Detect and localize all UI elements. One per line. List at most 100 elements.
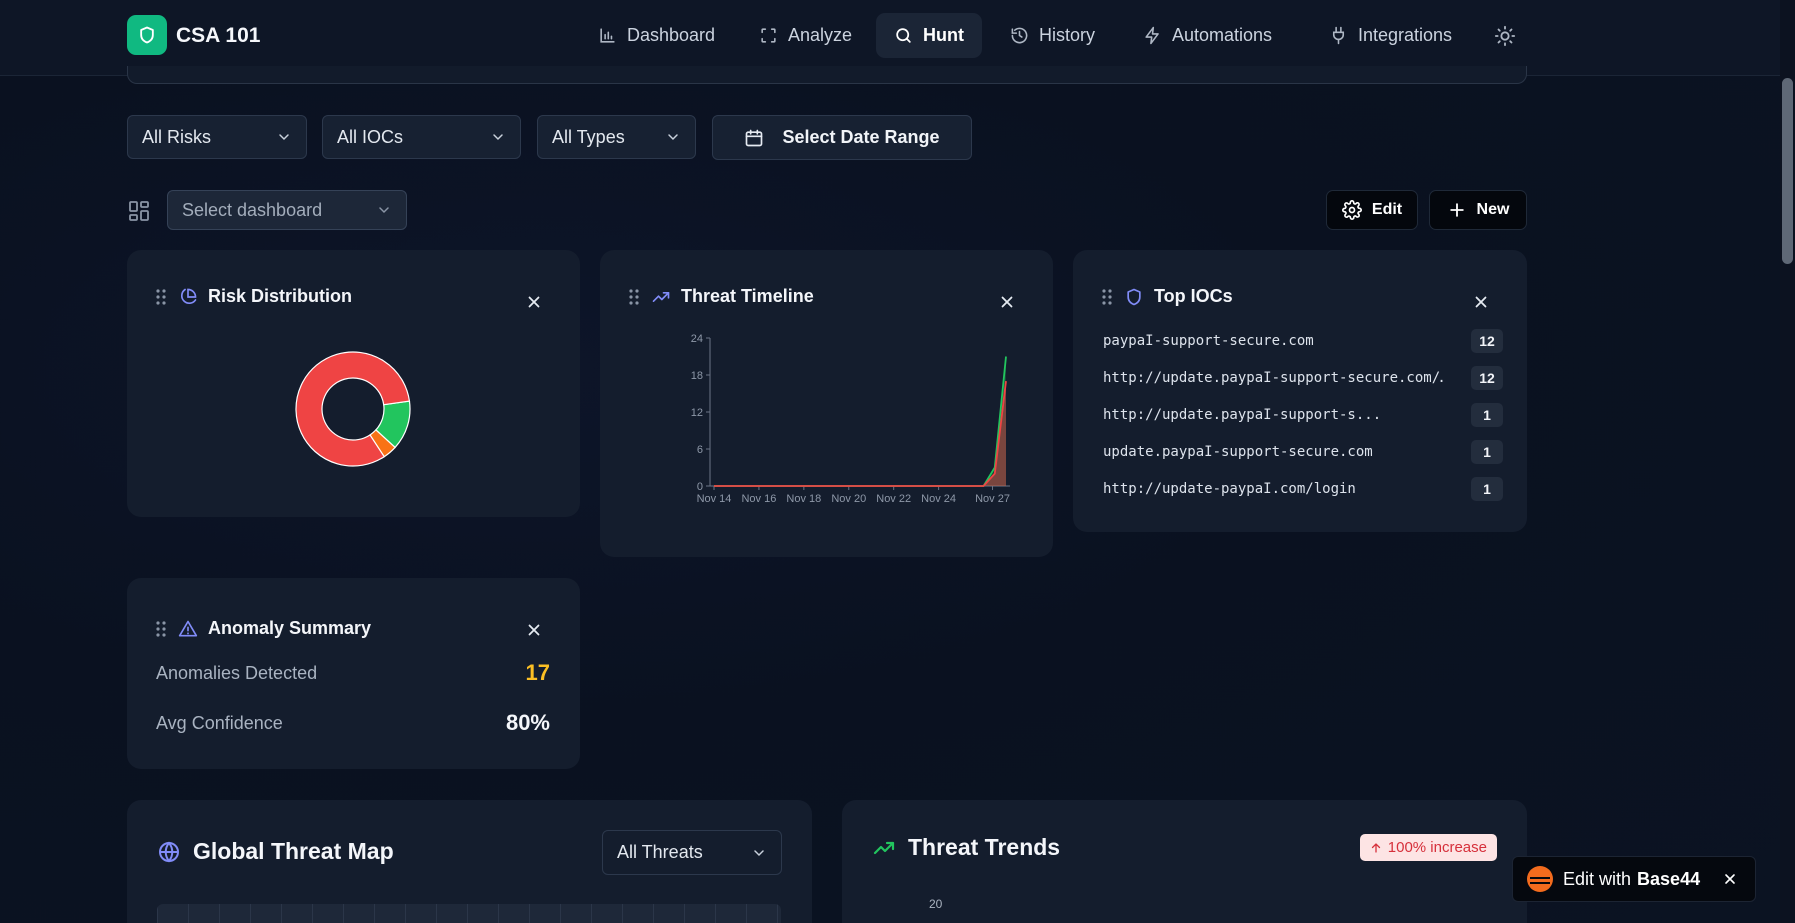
drag-handle-icon[interactable]	[154, 288, 168, 306]
threat-map-grid	[157, 904, 781, 923]
ioc-list-item[interactable]: http://update.paypaI-support-secure.com/…	[1103, 365, 1503, 391]
ioc-count-badge: 1	[1471, 403, 1503, 427]
edit-label: Edit	[1371, 201, 1403, 218]
type-filter-select[interactable]: All Types	[537, 115, 696, 159]
nav-history-label: History	[1039, 25, 1096, 45]
search-icon	[896, 28, 911, 43]
chevron-down-icon	[668, 134, 678, 141]
date-range-button[interactable]: Select Date Range	[712, 115, 972, 160]
ioc-list-item[interactable]: http://update-paypaI.com/login 1	[1103, 476, 1503, 502]
top-navbar: CSA 101 Dashboard Analyze Hunt History A…	[0, 0, 1780, 76]
nav-integrations[interactable]: Integrations	[1311, 13, 1470, 58]
donut-slice[interactable]	[295, 351, 411, 467]
chevron-down-icon	[379, 207, 389, 214]
widget-title: Threat Trends	[908, 834, 1061, 860]
threat-timeline-chart: 0 6 12 18 24 Nov 14 Nov 16 Nov 18 Nov 20 Nov 22 No…	[691, 333, 1010, 505]
threat-filter-select[interactable]: All Threats	[602, 830, 782, 875]
arrow-up-icon	[1371, 842, 1380, 853]
x-tick-label: Nov 16	[741, 493, 776, 505]
chevron-down-icon	[754, 849, 764, 856]
nav-analyze-label: Analyze	[788, 25, 853, 45]
shield-logo-icon[interactable]	[127, 15, 167, 55]
increase-badge: 100% increase	[1359, 834, 1497, 861]
ioc-value: paypaI-support-secure.com	[1103, 333, 1314, 349]
search-bar-edge[interactable]	[127, 66, 1527, 84]
ioc-count-badge: 1	[1471, 440, 1503, 464]
dashboard-select[interactable]: Select dashboard	[167, 190, 407, 230]
widget-title: Risk Distribution	[208, 286, 353, 306]
widget-title: Global Threat Map	[193, 838, 394, 864]
edit-dashboard-button[interactable]: Edit	[1326, 190, 1418, 230]
ioc-count-badge: 12	[1471, 366, 1503, 390]
calendar-icon	[746, 129, 763, 146]
widget-title: Anomaly Summary	[208, 618, 372, 638]
app-name[interactable]: CSA 101	[176, 24, 261, 47]
ioc-list-item[interactable]: update.paypaI-support-secure.com 1	[1103, 439, 1503, 465]
y-tick-label: 18	[691, 370, 703, 382]
risk-donut-chart	[295, 351, 411, 467]
anomaly-summary-widget: Anomaly Summary Anomalies Detected 17 Av…	[127, 578, 580, 769]
plug-icon	[1332, 26, 1345, 45]
scrollbar-thumb[interactable]	[1782, 78, 1793, 264]
risk-filter-select[interactable]: All Risks	[127, 115, 307, 159]
bar-chart-icon	[600, 28, 615, 43]
new-dashboard-button[interactable]: New	[1429, 190, 1527, 230]
widget-header: Risk Distribution	[154, 286, 352, 307]
trending-up-icon	[652, 291, 670, 302]
ioc-value: http://update.paypaI-support-s...	[1103, 407, 1382, 423]
gear-icon	[1341, 200, 1362, 220]
ioc-list-item[interactable]: paypaI-support-secure.com 12	[1103, 328, 1503, 354]
widget-header: Threat Timeline	[627, 286, 814, 307]
drag-handle-icon[interactable]	[154, 620, 168, 638]
ioc-value: http://update-paypaI.com/login	[1103, 481, 1356, 497]
edit-with-base44-button[interactable]: Edit with Base44	[1512, 856, 1756, 902]
risk-distribution-widget: Risk Distribution	[127, 250, 580, 517]
y-tick-label: 24	[691, 333, 703, 345]
drag-handle-icon[interactable]	[1100, 288, 1114, 306]
nav-hunt-label: Hunt	[923, 25, 964, 45]
nav-automations[interactable]: Automations	[1125, 13, 1290, 58]
nav-history[interactable]: History	[992, 13, 1113, 58]
widget-header: Top IOCs	[1100, 286, 1233, 307]
globe-icon	[159, 840, 179, 863]
ioc-filter-value: All IOCs	[337, 126, 404, 147]
warning-triangle-icon	[178, 620, 198, 636]
ioc-filter-select[interactable]: All IOCs	[322, 115, 521, 159]
top-iocs-widget: Top IOCs paypaI-support-secure.com 12 ht…	[1073, 250, 1527, 532]
x-tick-label: Nov 22	[876, 493, 911, 505]
shield-icon	[1127, 288, 1141, 305]
ioc-value: update.paypaI-support-secure.com	[1103, 444, 1373, 460]
lightning-icon	[1145, 26, 1159, 45]
nav-hunt[interactable]: Hunt	[876, 13, 982, 58]
close-icon[interactable]	[1472, 293, 1490, 311]
nav-dashboard[interactable]: Dashboard	[580, 13, 733, 58]
increase-badge-label: 100% increase	[1387, 839, 1487, 856]
close-icon[interactable]	[525, 621, 543, 639]
scan-icon	[761, 28, 776, 43]
ioc-list-item[interactable]: http://update.paypaI-support-s... 1	[1103, 402, 1503, 428]
x-tick-label: Nov 14	[697, 493, 732, 505]
y-tick-label: 6	[697, 444, 703, 456]
close-icon[interactable]	[1722, 871, 1738, 887]
theme-toggle-sun-icon[interactable]	[1494, 25, 1516, 47]
anomalies-detected-label: Anomalies Detected	[156, 663, 318, 683]
drag-handle-icon[interactable]	[627, 288, 641, 306]
ioc-value: http://update.paypaI-support-secure.com/…	[1103, 370, 1443, 386]
x-tick-label: Nov 20	[831, 493, 866, 505]
widget-header: Threat Trends	[872, 834, 1060, 861]
x-tick-label: Nov 24	[921, 493, 956, 505]
history-icon	[1011, 27, 1028, 44]
nav-analyze[interactable]: Analyze	[741, 13, 870, 58]
threat-filter-value: All Threats	[617, 842, 703, 862]
ioc-count-badge: 1	[1471, 477, 1503, 501]
ioc-count-badge: 12	[1471, 329, 1503, 353]
avg-confidence-label: Avg Confidence	[156, 713, 283, 733]
close-icon[interactable]	[998, 293, 1016, 311]
type-filter-value: All Types	[552, 126, 625, 147]
nav-automations-label: Automations	[1172, 25, 1273, 45]
y-tick-label: 0	[697, 481, 703, 493]
pie-chart-icon	[180, 288, 197, 304]
close-icon[interactable]	[525, 293, 543, 311]
series-line	[714, 381, 1007, 487]
risk-filter-value: All Risks	[142, 126, 212, 147]
